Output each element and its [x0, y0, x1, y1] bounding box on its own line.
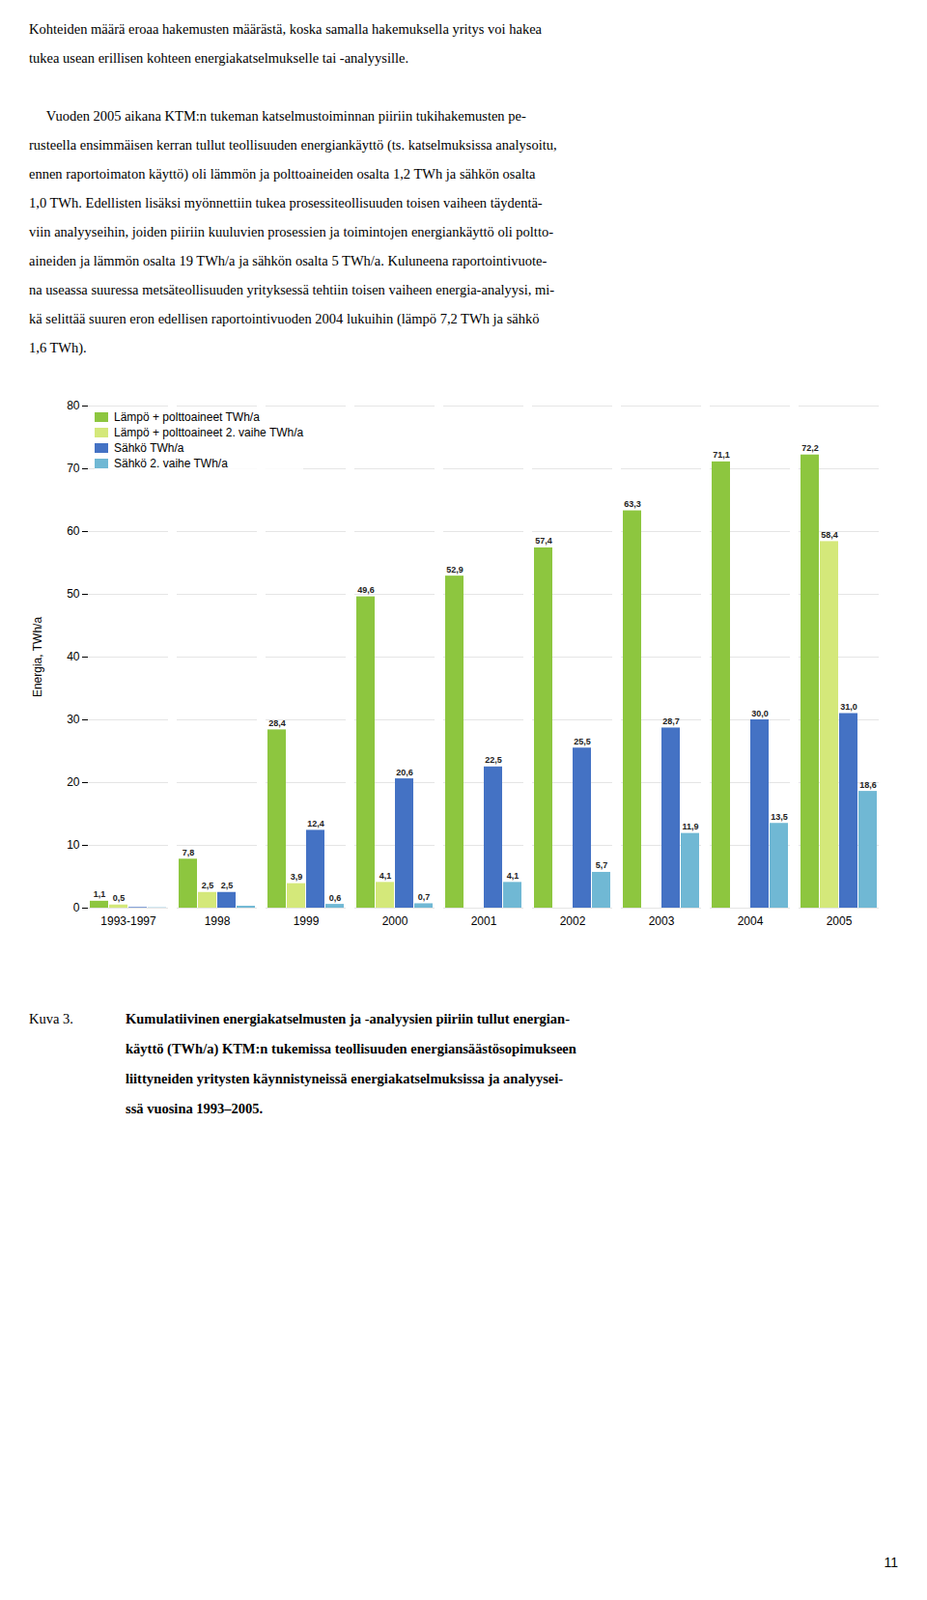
svg-text:13,5: 13,5 — [770, 812, 788, 822]
svg-text:12,4: 12,4 — [307, 818, 325, 829]
html-text:liittyneiden yritysten käynnis: liittyneiden yritysten käynnistyneissä e… — [125, 1070, 564, 1087]
svg-text:0: 0 — [73, 900, 81, 915]
svg-text:5,7: 5,7 — [595, 860, 609, 871]
svg-text:2,5: 2,5 — [221, 880, 234, 891]
svg-text:4,1: 4,1 — [379, 870, 393, 881]
svg-text:70: 70 — [66, 461, 81, 476]
svg-text:71,1: 71,1 — [712, 449, 731, 460]
svg-text:11,9: 11,9 — [681, 821, 699, 832]
html-text:1,0 TWh. Edellisten lisäksi my: 1,0 TWh. Edellisten lisäksi myönnettiin … — [28, 195, 543, 211]
svg-text:1993-1997: 1993-1997 — [100, 914, 157, 928]
html-text:1,6 TWh).: 1,6 TWh). — [28, 339, 87, 356]
svg-text:Energia, TWh/a: Energia, TWh/a — [30, 617, 45, 698]
svg-text:52,9: 52,9 — [446, 564, 464, 575]
svg-text:30: 30 — [66, 712, 81, 727]
svg-text:2002: 2002 — [560, 914, 587, 928]
html-text:ennen raportoimaton käyttö) ol: ennen raportoimaton käyttö) oli lämmön j… — [28, 166, 536, 182]
html-text:aineiden ja lämmön osalta 19 T: aineiden ja lämmön osalta 19 TWh/a ja sä… — [28, 252, 547, 269]
svg-text:58,4: 58,4 — [820, 530, 839, 540]
svg-text:2003: 2003 — [648, 914, 675, 928]
html-text:Lämpö + polttoaineet 2. vaihe: Lämpö + polttoaineet 2. vaihe TWh/a — [113, 425, 304, 440]
svg-text:50: 50 — [66, 587, 81, 601]
svg-text:4,1: 4,1 — [506, 870, 520, 881]
svg-text:2001: 2001 — [471, 914, 498, 928]
html-text:Vuoden 2005 aikana KTM:n tukem: Vuoden 2005 aikana KTM:n tukeman katselm… — [28, 108, 526, 124]
svg-text:10: 10 — [66, 838, 81, 852]
svg-text:20,6: 20,6 — [395, 767, 414, 778]
svg-text:1,1: 1,1 — [93, 889, 107, 899]
svg-text:80: 80 — [66, 398, 81, 413]
svg-text:20: 20 — [66, 775, 81, 789]
html-text:rusteella ensimmäisen kerran t: rusteella ensimmäisen kerran tullut teol… — [28, 137, 557, 153]
html-text:Kuva 3.: Kuva 3. — [28, 1011, 74, 1027]
svg-text:63,3: 63,3 — [623, 499, 642, 509]
svg-text:31,0: 31,0 — [840, 702, 858, 712]
svg-text:40: 40 — [66, 649, 81, 664]
svg-text:1998: 1998 — [204, 914, 231, 928]
html-text:viin analyyseihin, joiden piir: viin analyyseihin, joiden piiriin kuuluv… — [28, 224, 554, 240]
svg-text:30,0: 30,0 — [751, 708, 769, 719]
svg-text:2004: 2004 — [737, 914, 764, 928]
html-text:Lämpö + polttoaineet TWh/a: Lämpö + polttoaineet TWh/a — [113, 410, 260, 424]
svg-text:7,8: 7,8 — [182, 847, 196, 858]
svg-text:28,7: 28,7 — [662, 716, 680, 727]
html-text:11: 11 — [884, 1554, 899, 1571]
svg-text:18,6: 18,6 — [859, 780, 877, 790]
html-text:na useassa suuressa metsäteoll: na useassa suuressa metsäteollisuuden yr… — [28, 281, 555, 298]
svg-text:25,5: 25,5 — [573, 736, 591, 747]
svg-text:2000: 2000 — [382, 914, 409, 928]
svg-text:28,4: 28,4 — [268, 718, 286, 729]
html-text:ssä vuosina 1993–2005.: ssä vuosina 1993–2005. — [125, 1100, 263, 1117]
svg-text:1999: 1999 — [293, 914, 320, 928]
html-text:Kumulatiivinen energiakatselmu: Kumulatiivinen energiakatselmusten ja -a… — [125, 1011, 570, 1027]
svg-text:0,6: 0,6 — [329, 893, 342, 903]
svg-text:0,7: 0,7 — [418, 892, 431, 902]
svg-text:2,5: 2,5 — [201, 880, 215, 891]
html-text:tukea usean erillisen kohteen: tukea usean erillisen kohteen energiakat… — [28, 50, 409, 66]
svg-text:2005: 2005 — [826, 914, 853, 928]
svg-text:3,9: 3,9 — [290, 871, 304, 882]
svg-text:57,4: 57,4 — [534, 535, 553, 546]
html-text:Sähkö TWh/a: Sähkö TWh/a — [113, 441, 184, 455]
html-text:käyttö (TWh/a) KTM:n tukemissa: käyttö (TWh/a) KTM:n tukemissa teollisuu… — [125, 1040, 577, 1057]
html-text:Sähkö 2. vaihe TWh/a: Sähkö 2. vaihe TWh/a — [113, 456, 228, 471]
svg-text:72,2: 72,2 — [801, 443, 819, 453]
svg-text:49,6: 49,6 — [357, 585, 375, 595]
html-text:Kohteiden määrä eroaa hakemust: Kohteiden määrä eroaa hakemusten määräst… — [28, 21, 542, 37]
html-text:kä selittää suuren eron edelli: kä selittää suuren eron edellisen raport… — [28, 310, 540, 327]
svg-text:60: 60 — [66, 524, 81, 538]
svg-text:22,5: 22,5 — [484, 755, 503, 765]
svg-text:0,5: 0,5 — [112, 893, 126, 903]
